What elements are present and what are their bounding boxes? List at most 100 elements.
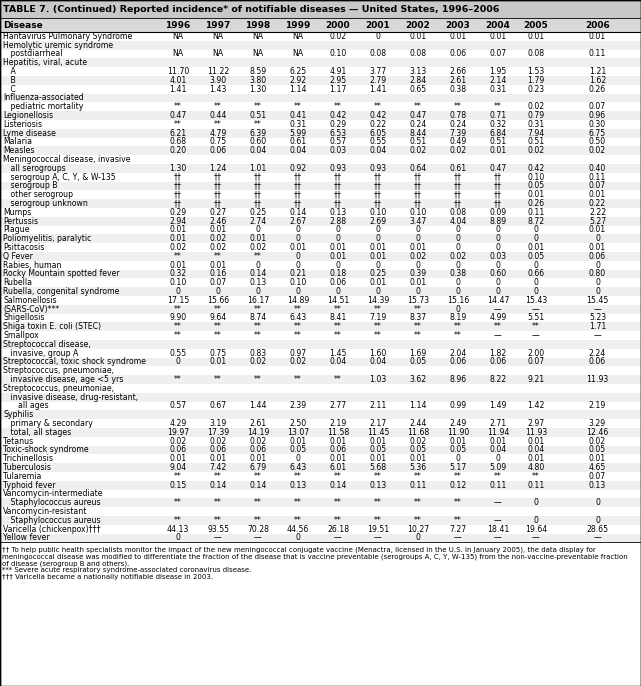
Text: 0.05: 0.05 [369, 445, 387, 455]
Text: Rubella, congenital syndrome: Rubella, congenital syndrome [3, 287, 119, 296]
Text: 0.51: 0.51 [489, 137, 506, 147]
Text: 10.27: 10.27 [407, 525, 429, 534]
Text: **: ** [334, 102, 342, 111]
Text: 6.53: 6.53 [329, 129, 347, 138]
Text: 0.01: 0.01 [210, 357, 227, 366]
Text: ††: †† [454, 173, 462, 182]
Text: 2.14: 2.14 [489, 76, 506, 85]
Text: 0: 0 [376, 235, 381, 244]
Text: 0.01: 0.01 [410, 454, 427, 463]
Text: 15.16: 15.16 [447, 296, 469, 305]
Text: 0: 0 [456, 305, 460, 314]
Bar [0, 516, 641, 525]
Bar [0, 270, 641, 279]
Text: 7.27: 7.27 [449, 525, 467, 534]
Text: 0.10: 0.10 [289, 279, 306, 287]
Text: 0: 0 [415, 235, 420, 244]
Text: 0.02: 0.02 [589, 146, 606, 155]
Text: **: ** [254, 331, 262, 340]
Text: 0.01: 0.01 [369, 252, 387, 261]
Text: **: ** [214, 252, 222, 261]
Text: 0: 0 [415, 534, 420, 543]
Text: 0.01: 0.01 [589, 190, 606, 200]
Text: 0.15: 0.15 [169, 481, 187, 490]
Text: 0.05: 0.05 [589, 445, 606, 455]
Text: 1.43: 1.43 [210, 84, 227, 94]
Text: 0.02: 0.02 [169, 437, 187, 446]
Text: 0.06: 0.06 [249, 445, 267, 455]
Text: 0.06: 0.06 [589, 357, 606, 366]
Text: ††: †† [174, 190, 182, 200]
Bar [0, 499, 641, 507]
Text: **: ** [532, 472, 540, 481]
Text: 0: 0 [456, 279, 460, 287]
Text: ††: †† [174, 182, 182, 191]
Text: **: ** [294, 102, 302, 111]
Text: 0: 0 [495, 279, 501, 287]
Text: 0.06: 0.06 [329, 445, 347, 455]
Text: TABLE 7. (Continued) Reported incidence* of notifiable diseases — United States,: TABLE 7. (Continued) Reported incidence*… [3, 5, 499, 14]
Text: 1.03: 1.03 [369, 375, 387, 384]
Text: 6.79: 6.79 [249, 463, 267, 472]
Text: **: ** [414, 331, 422, 340]
Text: 0: 0 [495, 235, 501, 244]
Text: Hantavirus Pulmonary Syndrome: Hantavirus Pulmonary Syndrome [3, 32, 132, 41]
Text: 0: 0 [296, 534, 301, 543]
Text: 0.07: 0.07 [528, 357, 545, 366]
Text: **: ** [254, 305, 262, 314]
Text: —: — [494, 498, 502, 508]
Text: 0: 0 [495, 261, 501, 270]
Bar [0, 111, 641, 120]
Text: **: ** [374, 322, 382, 331]
Text: —: — [454, 534, 462, 543]
Text: serogroup A, C, Y, & W-135: serogroup A, C, Y, & W-135 [3, 173, 115, 182]
Text: 0.08: 0.08 [369, 49, 387, 58]
Text: 2.84: 2.84 [410, 76, 427, 85]
Text: **: ** [494, 472, 502, 481]
Text: 0.01: 0.01 [210, 454, 227, 463]
Text: 0: 0 [176, 357, 180, 366]
Text: total, all stages: total, all stages [3, 428, 71, 437]
Text: NA: NA [213, 32, 224, 41]
Text: 0.01: 0.01 [369, 279, 387, 287]
Text: Plague: Plague [3, 226, 29, 235]
Text: Hemolytic uremic syndrome: Hemolytic uremic syndrome [3, 40, 113, 49]
Text: 14.39: 14.39 [367, 296, 389, 305]
Text: ††: †† [214, 190, 222, 200]
Text: **: ** [454, 102, 462, 111]
Text: 1.30: 1.30 [169, 164, 187, 173]
Text: 2.67: 2.67 [290, 217, 306, 226]
Text: Tuberculosis: Tuberculosis [3, 463, 51, 472]
Text: 0.24: 0.24 [410, 120, 427, 129]
Text: ††: †† [294, 182, 302, 191]
Text: Poliomyelitis, paralytic: Poliomyelitis, paralytic [3, 235, 92, 244]
Text: 0.01: 0.01 [489, 437, 506, 446]
Text: 0.01: 0.01 [589, 32, 606, 41]
Text: Measles: Measles [3, 146, 35, 155]
Text: —: — [532, 534, 540, 543]
Text: 2.46: 2.46 [210, 217, 227, 226]
Text: 7.19: 7.19 [369, 314, 387, 322]
Text: 1.79: 1.79 [528, 76, 545, 85]
Text: 8.44: 8.44 [410, 129, 427, 138]
Text: **: ** [214, 102, 222, 111]
Text: 1.17: 1.17 [329, 84, 347, 94]
Text: 0.01: 0.01 [410, 279, 427, 287]
Text: serogroup unknown: serogroup unknown [3, 199, 88, 208]
Text: 4.91: 4.91 [329, 67, 347, 76]
Text: **: ** [174, 120, 182, 129]
Text: 2003: 2003 [445, 21, 470, 29]
Text: **: ** [334, 498, 342, 508]
Text: 0: 0 [595, 287, 600, 296]
Text: 0.68: 0.68 [169, 137, 187, 147]
Text: 2.19: 2.19 [589, 401, 606, 410]
Text: 8.72: 8.72 [528, 217, 545, 226]
Text: invasive, group A: invasive, group A [3, 348, 78, 357]
Text: Salmonellosis: Salmonellosis [3, 296, 56, 305]
Bar [0, 18, 641, 32]
Text: 2.94: 2.94 [169, 217, 187, 226]
Text: 4.04: 4.04 [449, 217, 467, 226]
Text: 0.67: 0.67 [210, 401, 226, 410]
Text: †† To help public health specialists monitor the impact of the new meningococcal: †† To help public health specialists mon… [2, 547, 595, 553]
Bar [0, 322, 641, 331]
